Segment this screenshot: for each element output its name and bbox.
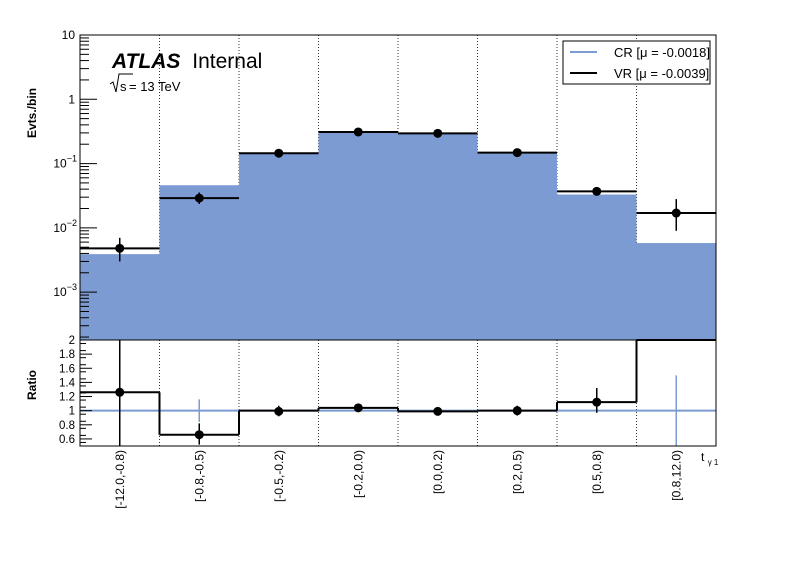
x-tick-labels: [-12.0,-0.8) [-0.8,-0.5) [-0.5,-0.2) [-0.2,…: [113, 450, 684, 509]
main-tick-label: 10: [62, 28, 76, 42]
x-axis-label-main: t: [701, 450, 705, 464]
main-tick-base: 10: [53, 157, 67, 171]
x-axis-label: t γ 1: [701, 450, 719, 467]
x-tick-label: [-0.5,-0.2): [272, 450, 286, 502]
ratio-tick-label: 1.8: [59, 349, 75, 361]
main-tick-base: 10: [53, 285, 67, 299]
vr-point: [274, 148, 284, 158]
x-tick-label: [-0.2,0.0): [351, 450, 365, 498]
main-tick-label: 10−3: [53, 282, 77, 299]
ratio-point: [512, 406, 522, 416]
cr-histogram: [80, 131, 716, 340]
ratio-point: [115, 387, 125, 397]
x-tick-label: [0.5,0.8): [590, 450, 604, 494]
ratio-y-label: Ratio: [25, 370, 39, 400]
legend-vr-label: VR [μ = -0.0039]: [614, 66, 709, 81]
ratio-tick-label: 0.8: [59, 420, 75, 432]
vr-point: [592, 186, 602, 196]
ratio-tick-label: 0.6: [59, 434, 75, 446]
vr-point: [194, 193, 204, 203]
energy-label-s: s: [120, 79, 127, 94]
x-tick-label: [0.2,0.5): [510, 450, 524, 494]
x-axis-label-sub: γ 1: [708, 458, 719, 467]
vr-point: [353, 127, 363, 137]
main-tick-label: 10−2: [53, 218, 77, 235]
main-tick-exponent: −3: [67, 282, 77, 292]
ratio-tick-label: 1.2: [59, 392, 75, 404]
ratio-tick-label: 2: [69, 335, 75, 347]
ratio-y-ticks: 0.6 0.8 1 1.2 1.4 1.6 1.8 2: [59, 335, 92, 446]
ratio-point: [274, 406, 284, 416]
x-tick-label: [0.8,12.0): [669, 450, 683, 501]
atlas-status: Internal: [192, 50, 262, 73]
ratio-point: [433, 406, 443, 416]
x-tick-label: [-0.8,-0.5): [192, 450, 206, 502]
ratio-tick-label: 1.6: [59, 363, 75, 375]
main-tick-label: 10−1: [53, 154, 77, 171]
cr-bar: [557, 194, 637, 340]
main-tick-base: 10: [53, 221, 67, 235]
ratio-gridlines: [159, 340, 637, 446]
ratio-point: [353, 403, 363, 413]
ratio-tick-label: 1: [69, 406, 75, 418]
x-tick-label: [0.0,0.2): [431, 450, 445, 494]
x-tick-label: [-12.0,-0.8): [113, 450, 127, 509]
legend: CR [μ = -0.0018] VR [μ = -0.0039]: [562, 40, 711, 85]
vr-point: [512, 148, 522, 158]
main-tick-exponent: −2: [67, 218, 77, 228]
atlas-label: ATLAS Internal: [111, 50, 262, 73]
sqrt-symbol: [109, 73, 133, 93]
main-tick-label: 1: [68, 92, 75, 106]
vr-point: [671, 208, 681, 218]
ratio-histogram: [80, 339, 716, 446]
cr-bar: [477, 152, 557, 340]
cr-bar: [159, 185, 239, 340]
ratio-tick-label: 1.4: [59, 377, 76, 389]
energy-label-value: = 13 TeV: [129, 79, 181, 94]
ratio-point: [592, 397, 602, 407]
cr-bar: [80, 254, 160, 340]
ratio-frame: [79, 339, 717, 447]
ratio-point: [194, 430, 204, 440]
vr-histogram: [80, 127, 716, 262]
legend-cr-label: CR [μ = -0.0018]: [614, 45, 710, 60]
cr-bar: [318, 131, 398, 340]
ratio-panel: 0.6 0.8 1 1.2 1.4 1.6 1.8 2: [59, 335, 717, 447]
legend-box: [562, 40, 711, 85]
vr-point: [433, 128, 443, 138]
main-y-label: Evts./bin: [25, 88, 39, 138]
cr-bar: [398, 132, 478, 340]
atlas-experiment: ATLAS: [111, 50, 180, 73]
energy-label: s = 13 TeV: [109, 73, 181, 94]
vr-point: [115, 243, 125, 253]
cr-bar: [239, 153, 319, 340]
cr-bar: [636, 243, 716, 340]
main-tick-exponent: −1: [67, 154, 77, 164]
